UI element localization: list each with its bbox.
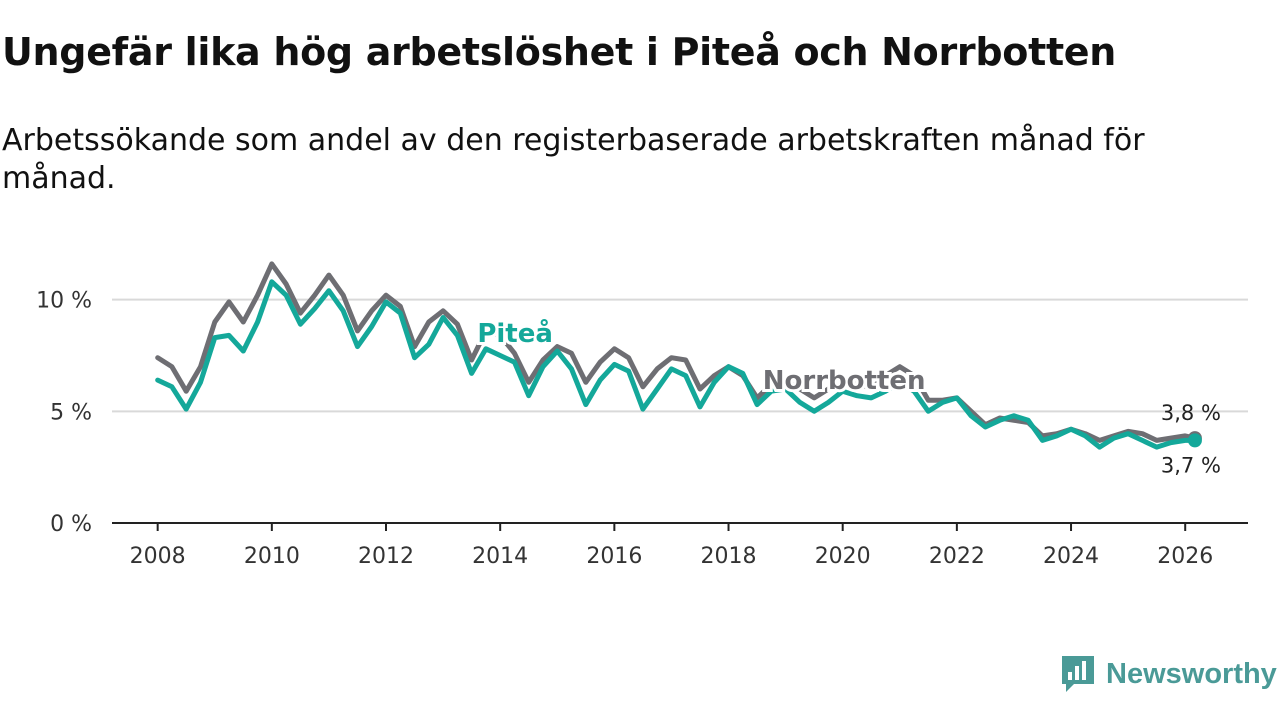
chart-subtitle: Arbetssökande som andel av den registerb… bbox=[2, 123, 1145, 196]
x-tick-label: 2008 bbox=[130, 544, 186, 569]
chart-title: Ungefär lika hög arbetslöshet i Piteå oc… bbox=[2, 30, 1117, 74]
newsworthy-logo-icon bbox=[1062, 656, 1094, 692]
x-tick-label: 2016 bbox=[586, 544, 642, 569]
series-label-pitea: Piteå bbox=[477, 317, 553, 349]
x-tick-label: 2022 bbox=[929, 544, 985, 569]
end-point-pitea bbox=[1187, 433, 1202, 448]
grid-lines bbox=[112, 298, 1248, 413]
x-tick-label: 2024 bbox=[1043, 544, 1099, 569]
series-line-norrbotten bbox=[155, 261, 1198, 443]
x-tick-label: 2018 bbox=[701, 544, 757, 569]
x-tick-label: 2026 bbox=[1157, 544, 1213, 569]
series-label-norrbotten: Norrbotten bbox=[763, 366, 926, 396]
x-axis-ticks: 2008 2010 2012 2014 2016 2018 2020 2022 2024 2026 bbox=[130, 523, 1213, 569]
x-tick-label: 2012 bbox=[358, 544, 414, 569]
end-label-pitea: 3,7 % bbox=[1161, 453, 1221, 477]
series-line-pitea bbox=[155, 279, 1198, 450]
y-tick-label: 10 % bbox=[36, 289, 92, 314]
y-tick-label: 0 % bbox=[50, 512, 92, 537]
x-tick-label: 2020 bbox=[815, 544, 871, 569]
x-tick-label: 2010 bbox=[244, 544, 300, 569]
series-labels: Piteå Norrbotten 3,8 % 3,7 % bbox=[474, 314, 1221, 477]
x-tick-label: 2014 bbox=[472, 544, 528, 569]
line-chart: 0 %5 %10 % 2008 2010 2012 2014 2016 2018 2020 2… bbox=[36, 261, 1248, 569]
y-tick-label: 5 % bbox=[50, 400, 92, 425]
end-label-norrbotten: 3,8 % bbox=[1161, 401, 1221, 425]
y-axis-ticks: 0 % 5 % 10 % bbox=[36, 289, 92, 537]
brand-name: Newsworthy bbox=[1106, 657, 1277, 690]
brand-logo: Newsworthy bbox=[1060, 654, 1277, 694]
series-lines bbox=[155, 261, 1202, 450]
